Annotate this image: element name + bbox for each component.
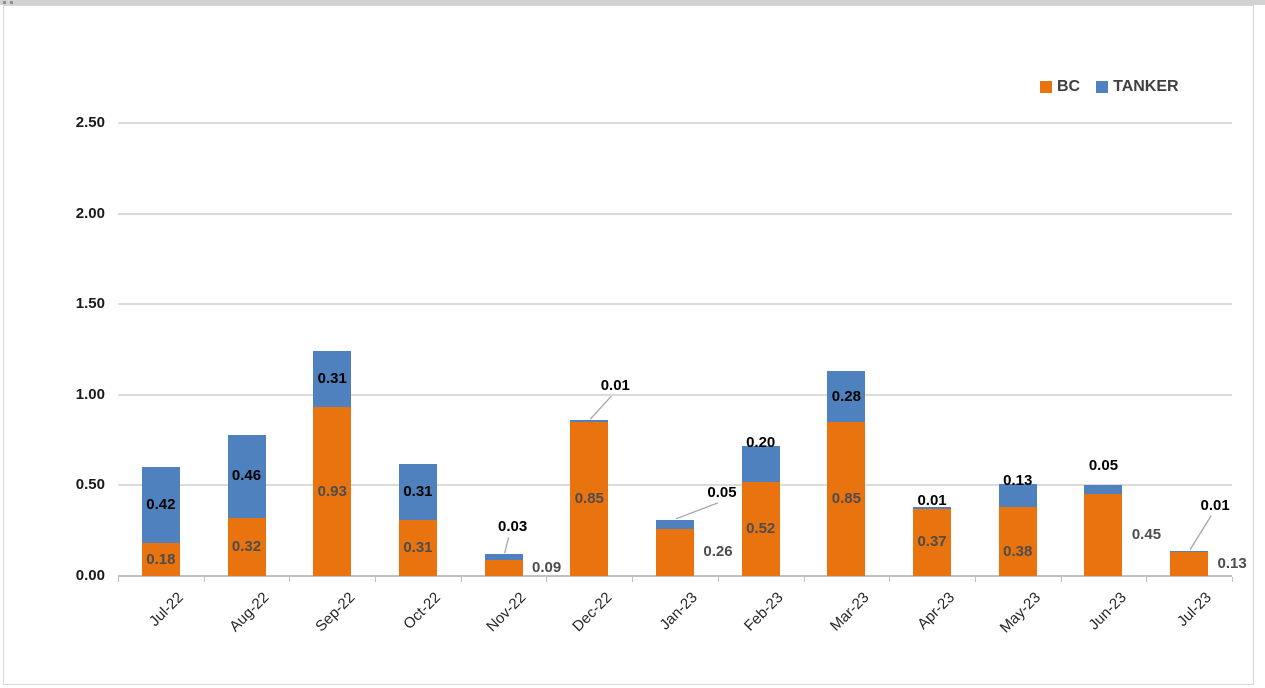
tanker-data-label: 0.46 bbox=[231, 467, 262, 485]
tanker-data-label: 0.01 bbox=[600, 377, 630, 395]
x-axis-tick bbox=[974, 577, 976, 582]
window-edge-dot bbox=[3, 1, 6, 4]
x-axis-tick bbox=[717, 577, 719, 582]
x-axis-line bbox=[118, 575, 1232, 577]
x-axis-tick bbox=[203, 577, 205, 582]
gridline bbox=[118, 212, 1232, 215]
tanker-data-label: 0.03 bbox=[498, 518, 528, 536]
y-axis-tick-label: 0.50 bbox=[75, 476, 105, 494]
tanker-bar-segment[interactable] bbox=[398, 463, 437, 520]
bc-series-swatch-icon bbox=[1040, 81, 1052, 93]
bc-bar-segment[interactable] bbox=[913, 508, 952, 576]
bc-bar-segment[interactable] bbox=[484, 559, 523, 576]
tanker-bar-segment[interactable] bbox=[656, 519, 694, 529]
x-axis-tick bbox=[546, 577, 548, 582]
x-axis-tick bbox=[1060, 577, 1062, 582]
y-axis-tick-label: 1.00 bbox=[75, 385, 105, 403]
chart-area bbox=[3, 5, 1254, 685]
tanker-bar-segment[interactable] bbox=[570, 420, 609, 422]
bc-bar-segment[interactable] bbox=[227, 518, 266, 576]
bc-data-label: 0.37 bbox=[917, 533, 947, 551]
tanker-data-label: 0.28 bbox=[831, 387, 861, 405]
bc-data-label: 0.85 bbox=[831, 489, 861, 507]
gridline bbox=[118, 303, 1232, 306]
bc-bar-segment[interactable] bbox=[827, 421, 866, 576]
tanker-bar-segment[interactable] bbox=[1170, 550, 1209, 553]
y-axis-tick-label: 1.50 bbox=[75, 295, 105, 313]
window-edge-strip bbox=[0, 0, 1265, 5]
x-axis-tick bbox=[1146, 577, 1148, 582]
gridline bbox=[118, 484, 1232, 487]
bc-bar-segment[interactable] bbox=[741, 481, 780, 576]
tanker-bar-segment[interactable] bbox=[913, 507, 952, 509]
window-edge-dot bbox=[10, 1, 13, 4]
x-axis-tick bbox=[889, 577, 891, 582]
tanker-data-label: 0.13 bbox=[1003, 471, 1033, 489]
bc-data-label: 0.93 bbox=[317, 482, 347, 500]
bc-data-label: 0.13 bbox=[1217, 555, 1247, 573]
legend-label-bc: BC bbox=[1057, 78, 1081, 95]
bc-data-label: 0.85 bbox=[574, 489, 604, 507]
bc-bar-segment[interactable] bbox=[998, 507, 1037, 576]
x-axis-tick bbox=[375, 577, 377, 582]
y-axis-tick-label: 0.00 bbox=[75, 567, 105, 584]
tanker-bar-segment[interactable] bbox=[741, 445, 780, 482]
tanker-data-label: 0.01 bbox=[917, 492, 947, 510]
bc-bar-segment[interactable] bbox=[656, 528, 694, 576]
bc-bar-segment[interactable] bbox=[1170, 552, 1209, 576]
tanker-data-label: 0.05 bbox=[707, 483, 737, 501]
tanker-bar-segment[interactable] bbox=[998, 483, 1037, 508]
legend-item-tanker[interactable]: TANKER bbox=[1096, 78, 1179, 96]
bc-data-label: 0.32 bbox=[231, 538, 262, 555]
tanker-series-swatch-icon bbox=[1096, 81, 1109, 93]
y-axis-tick-label: 2.50 bbox=[75, 114, 105, 131]
x-axis-tick bbox=[803, 577, 805, 582]
gridline bbox=[118, 122, 1232, 124]
legend: BC TANKER bbox=[1040, 78, 1179, 96]
bc-bar-segment[interactable] bbox=[313, 407, 352, 576]
bc-data-label: 0.52 bbox=[746, 519, 776, 537]
bc-data-label: 0.38 bbox=[1003, 542, 1033, 560]
bc-data-label: 0.18 bbox=[146, 550, 176, 568]
tanker-bar-segment[interactable] bbox=[827, 371, 866, 422]
bc-data-label: 0.45 bbox=[1131, 526, 1162, 544]
bc-data-label: 0.31 bbox=[403, 538, 433, 556]
legend-item-bc[interactable]: BC bbox=[1040, 78, 1080, 96]
tanker-bar-segment[interactable] bbox=[484, 554, 523, 560]
tanker-bar-segment[interactable] bbox=[313, 351, 352, 408]
bc-bar-segment[interactable] bbox=[398, 519, 437, 576]
bc-data-label: 0.09 bbox=[532, 558, 562, 576]
tanker-bar-segment[interactable] bbox=[1084, 485, 1123, 495]
y-axis-tick-label: 2.00 bbox=[75, 204, 105, 222]
legend-label-tanker: TANKER bbox=[1113, 78, 1179, 95]
tanker-data-label: 0.05 bbox=[1088, 457, 1119, 475]
x-axis-tick bbox=[289, 577, 291, 582]
tanker-data-label: 0.31 bbox=[317, 370, 347, 388]
x-axis-tick bbox=[1232, 577, 1233, 582]
tanker-bar-segment[interactable] bbox=[227, 434, 266, 518]
bc-bar-segment[interactable] bbox=[1084, 494, 1123, 576]
x-axis-tick bbox=[118, 577, 119, 582]
tanker-data-label: 0.31 bbox=[403, 482, 433, 500]
bc-data-label: 0.26 bbox=[703, 543, 733, 561]
tanker-data-label: 0.42 bbox=[146, 496, 176, 514]
tanker-bar-segment[interactable] bbox=[141, 467, 180, 544]
gridline bbox=[118, 393, 1232, 396]
bc-bar-segment[interactable] bbox=[570, 421, 609, 576]
tanker-data-label: 0.20 bbox=[746, 433, 776, 451]
tanker-data-label: 0.01 bbox=[1200, 496, 1230, 514]
x-axis-tick bbox=[460, 577, 462, 582]
bc-bar-segment[interactable] bbox=[141, 543, 180, 576]
x-axis-tick bbox=[632, 577, 634, 582]
